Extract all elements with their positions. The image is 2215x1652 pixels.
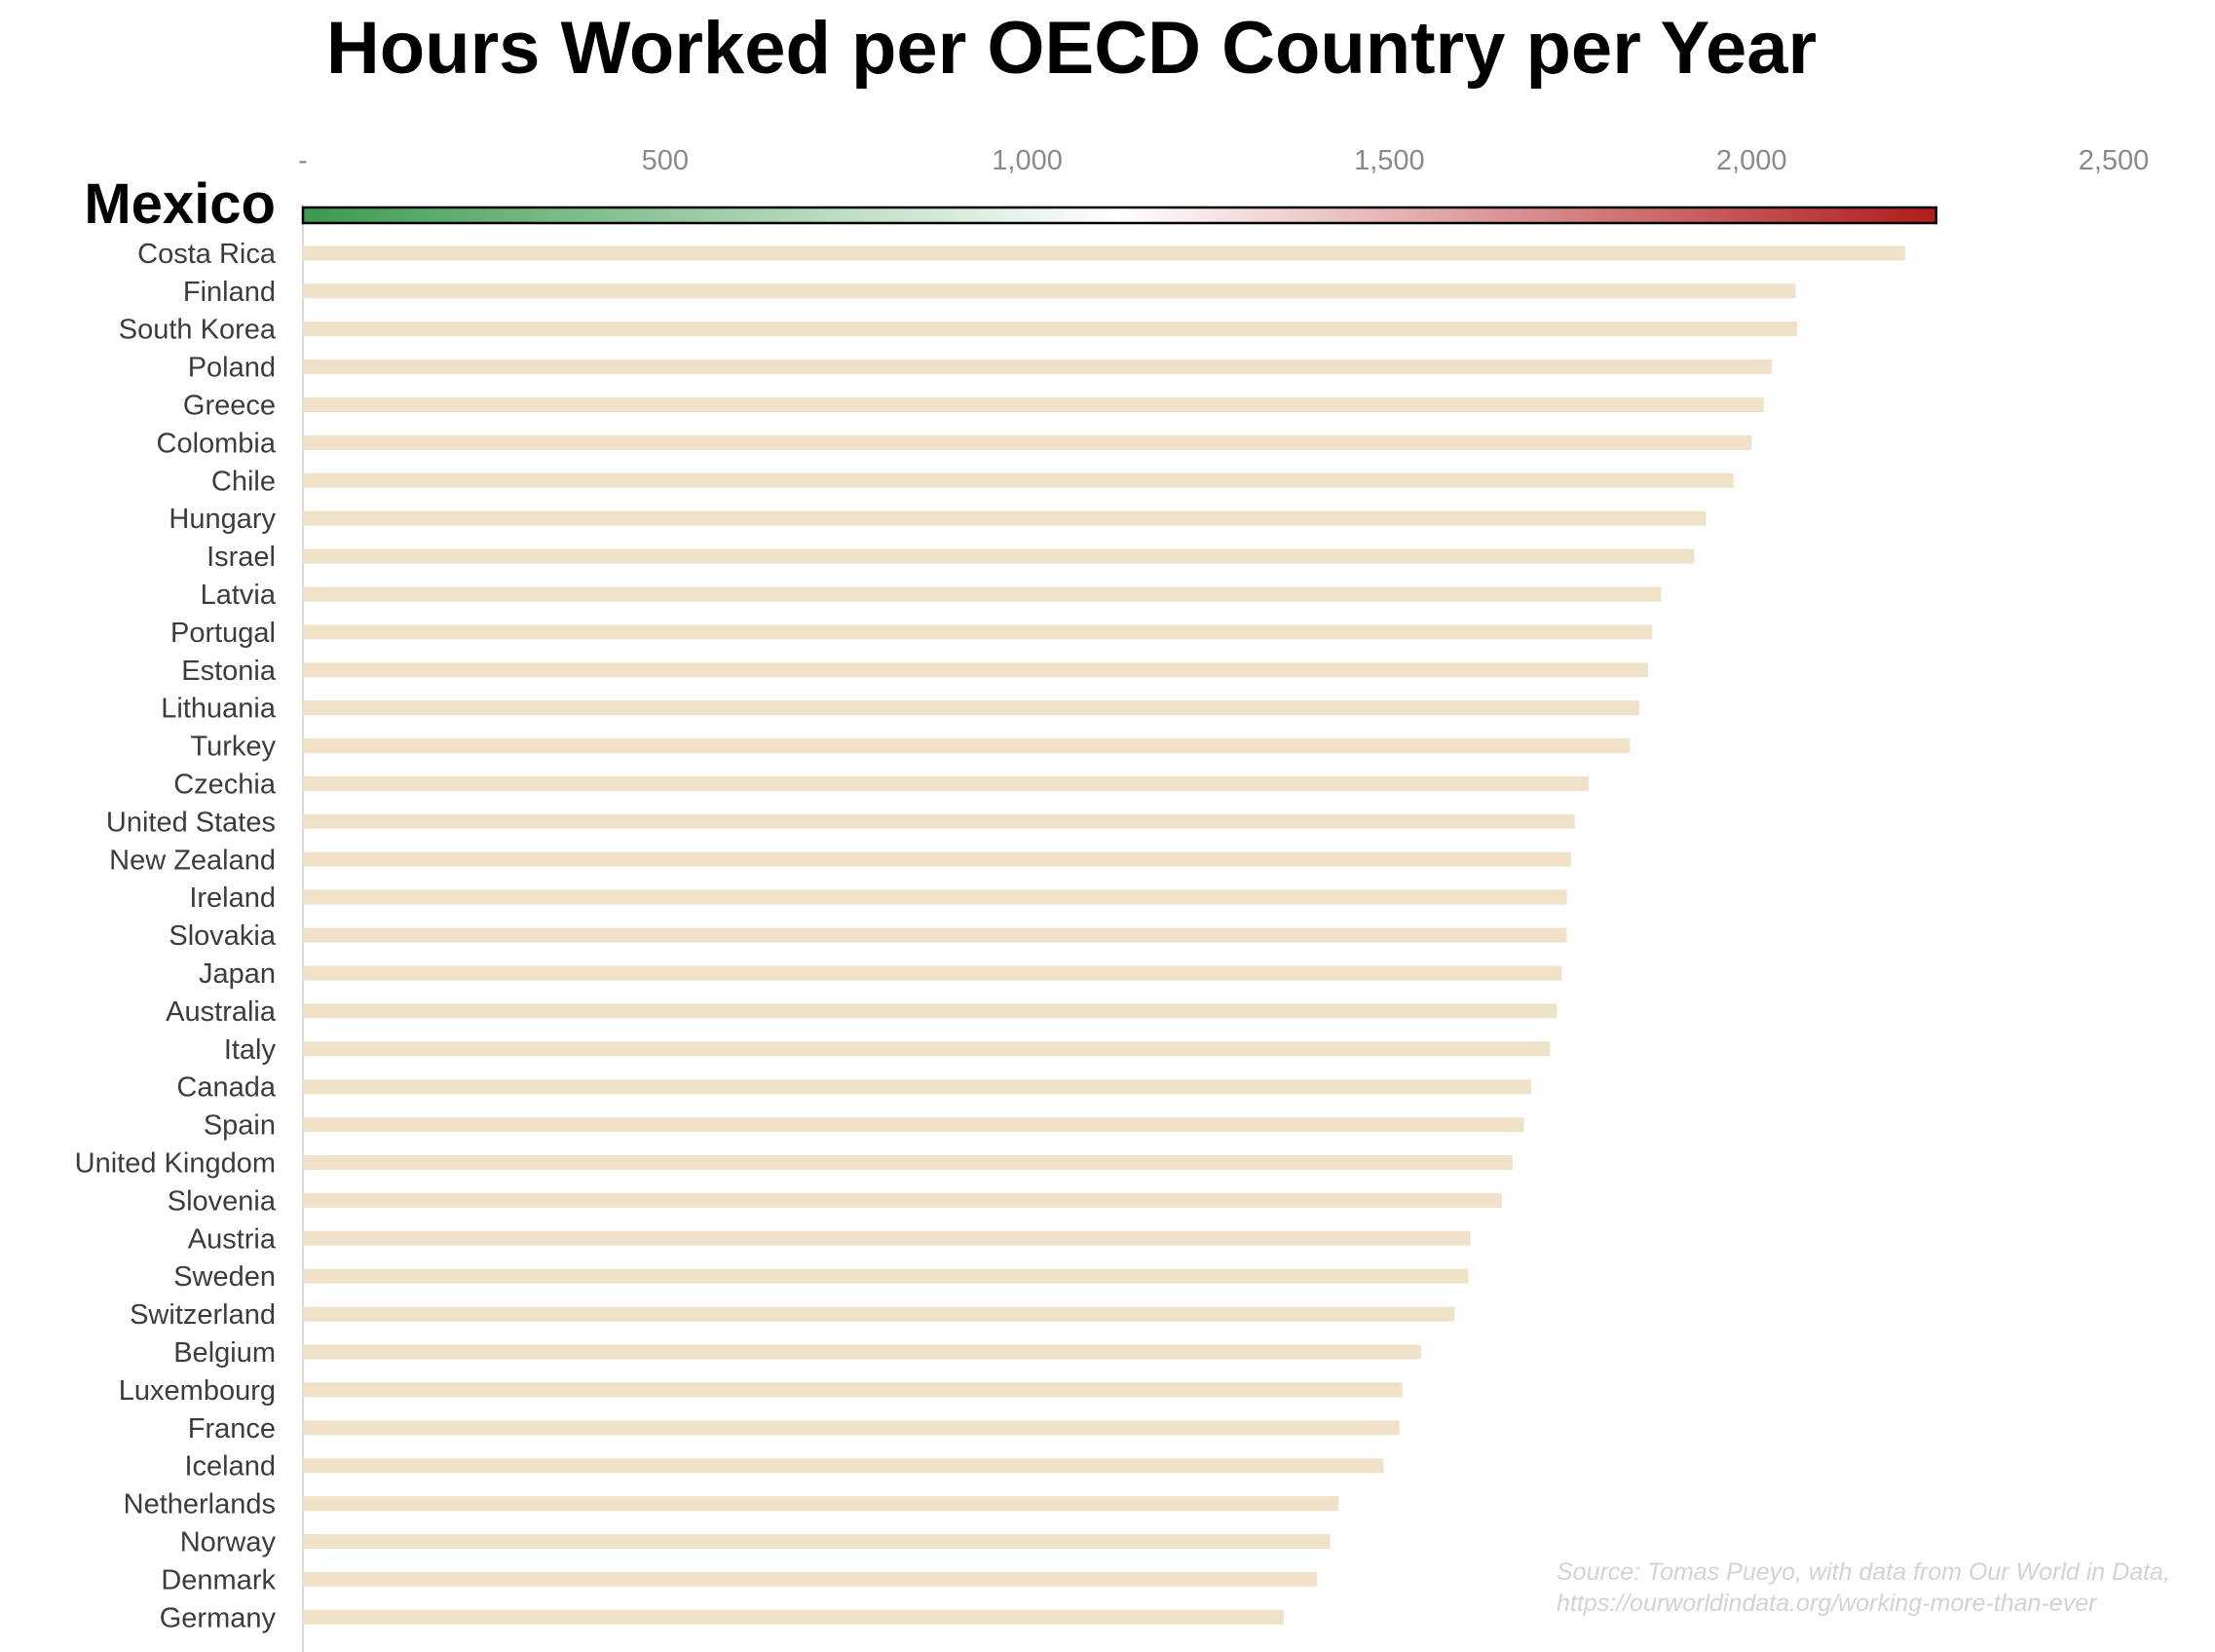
x-tick-label: 1,000: [992, 145, 1063, 176]
bar-lithuania: [303, 700, 1639, 716]
bar-israel: [303, 548, 1695, 564]
bars: [301, 206, 1938, 1625]
bar-italy: [303, 1041, 1551, 1057]
category-label-turkey: Turkey: [190, 732, 276, 763]
x-axis-ticks: - 500 1,000 1,500 2,000 2,500: [298, 145, 2149, 176]
bar-switzerland: [303, 1306, 1455, 1322]
category-label-colombia: Colombia: [157, 428, 277, 459]
category-label-norway: Norway: [180, 1527, 277, 1558]
bar-canada: [303, 1079, 1532, 1095]
category-label-south-korea: South Korea: [119, 315, 277, 346]
bar-colombia: [303, 434, 1752, 450]
x-tick-label: -: [298, 145, 308, 176]
bar-luxembourg: [303, 1382, 1403, 1398]
bar-sweden: [303, 1268, 1469, 1284]
bar-slovenia: [303, 1192, 1502, 1208]
category-label-switzerland: Switzerland: [130, 1299, 276, 1331]
category-label-israel: Israel: [206, 542, 276, 573]
bar-denmark: [303, 1571, 1318, 1587]
bar-poland: [303, 359, 1773, 375]
category-label-japan: Japan: [199, 958, 276, 990]
category-label-italy: Italy: [224, 1034, 277, 1066]
category-label-germany: Germany: [160, 1602, 277, 1633]
source-note: Source: Tomas Pueyo, with data from Our …: [1557, 1557, 2170, 1619]
x-tick-label: 1,500: [1354, 145, 1425, 176]
category-label-latvia: Latvia: [201, 580, 277, 611]
category-label-luxembourg: Luxembourg: [119, 1375, 276, 1407]
bar-ireland: [303, 889, 1567, 905]
category-label-czechia: Czechia: [173, 770, 277, 801]
bar-estonia: [303, 662, 1648, 678]
bar-france: [303, 1420, 1400, 1436]
bar-norway: [303, 1534, 1331, 1549]
category-label-portugal: Portugal: [170, 618, 276, 649]
bar-germany: [303, 1609, 1284, 1625]
bar-highlight-mexico: [301, 206, 1938, 225]
x-tick-label: 2,500: [2079, 145, 2150, 176]
category-label-chile: Chile: [211, 466, 276, 497]
chart-title: Hours Worked per OECD Country per Year: [325, 7, 1818, 90]
category-label-austria: Austria: [188, 1223, 277, 1255]
bar-portugal: [303, 624, 1653, 640]
category-label-france: France: [188, 1413, 276, 1445]
bar-costa-rica: [303, 245, 1905, 261]
bar-belgium: [303, 1344, 1422, 1360]
category-label-united-states: United States: [106, 807, 276, 838]
category-label-estonia: Estonia: [181, 656, 277, 687]
category-label-netherlands: Netherlands: [124, 1489, 276, 1521]
bar-south-korea: [303, 321, 1798, 337]
category-label-iceland: Iceland: [184, 1451, 276, 1483]
category-label-mexico: Mexico: [84, 172, 276, 236]
x-tick-label: 2,000: [1716, 145, 1787, 176]
bar-latvia: [303, 586, 1662, 602]
category-label-slovakia: Slovakia: [169, 920, 276, 952]
x-tick-label: 500: [642, 145, 689, 176]
bar-czechia: [303, 776, 1589, 791]
bar-turkey: [303, 738, 1631, 754]
bar-slovakia: [303, 927, 1567, 943]
bar-iceland: [303, 1458, 1384, 1474]
bar-austria: [303, 1230, 1471, 1246]
source-line-1: Source: Tomas Pueyo, with data from Our …: [1557, 1558, 2170, 1586]
category-label-slovenia: Slovenia: [168, 1185, 277, 1217]
source-line-2: https://ourworldindata.org/working-more-…: [1557, 1590, 2097, 1617]
category-label-lithuania: Lithuania: [161, 694, 277, 725]
bar-japan: [303, 965, 1562, 981]
bar-hungary: [303, 510, 1707, 526]
bar-new-zealand: [303, 851, 1572, 867]
bar-united-states: [303, 813, 1575, 829]
bar-finland: [303, 283, 1796, 299]
category-label-australia: Australia: [166, 996, 277, 1028]
category-label-belgium: Belgium: [173, 1337, 276, 1369]
category-label-denmark: Denmark: [161, 1564, 276, 1596]
bar-australia: [303, 1003, 1558, 1019]
bar-chile: [303, 472, 1734, 488]
bar-spain: [303, 1117, 1524, 1133]
category-label-hungary: Hungary: [169, 504, 276, 535]
category-label-canada: Canada: [176, 1072, 276, 1104]
bar-netherlands: [303, 1496, 1339, 1512]
category-label-greece: Greece: [183, 391, 276, 422]
category-label-spain: Spain: [204, 1110, 276, 1142]
bar-greece: [303, 397, 1764, 412]
category-label-poland: Poland: [188, 353, 276, 384]
category-label-new-zealand: New Zealand: [109, 845, 276, 876]
category-label-united-kingdom: United Kingdom: [75, 1148, 276, 1180]
category-label-finland: Finland: [183, 277, 276, 308]
category-label-sweden: Sweden: [173, 1261, 276, 1293]
bar-united-kingdom: [303, 1155, 1513, 1170]
category-label-ireland: Ireland: [189, 882, 276, 914]
category-label-costa-rica: Costa Rica: [137, 239, 277, 270]
